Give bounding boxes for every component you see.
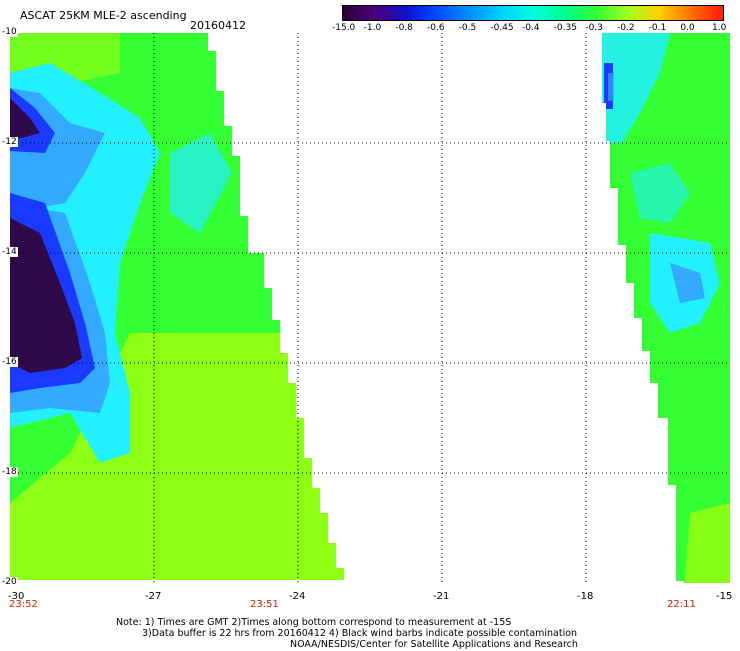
x-axis-label-lon-24: -24 <box>289 591 306 602</box>
colorbar-tick-label: -0.5 <box>458 23 477 33</box>
right-lime-bottom <box>684 503 730 583</box>
colorbar-ticks: -15.0 -1.0 -0.8 -0.6 -0.5 -0.45 -0.4 -0.35 -0.3 -… <box>330 23 736 33</box>
right-lightblue-mid <box>670 263 705 303</box>
colorbar-tick-label: -0.35 <box>553 23 577 33</box>
colorbar-tick-label: -0.8 <box>395 23 413 33</box>
colorbar <box>342 5 724 21</box>
map-date: 20160412 <box>190 19 246 32</box>
right-cyan-patch <box>630 163 690 223</box>
colorbar-tick-label: -0.45 <box>490 23 514 33</box>
pass-time-middle: 23:51 <box>250 599 279 610</box>
x-axis-label-lon-21: -21 <box>433 591 450 602</box>
note-line-3: NOAA/NESDIS/Center for Satellite Applica… <box>290 639 578 650</box>
colorbar-tick-label: -0.6 <box>427 23 445 33</box>
left-dark-core <box>10 218 82 373</box>
x-axis-label-lon-15: -15 <box>716 591 733 602</box>
colorbar-tick-label: -0.3 <box>585 23 603 33</box>
x-axis-label-lon-27: -27 <box>145 591 162 602</box>
colorbar-gradient <box>342 5 724 21</box>
y-axis-label-lat-16: -16 <box>1 357 18 367</box>
colorbar-tick-label: 0.0 <box>680 23 695 33</box>
note-line-1: Note: 1) Times are GMT 2)Times along bot… <box>116 617 512 628</box>
left-dark-top <box>10 98 40 141</box>
colorbar-tick-label: -0.2 <box>617 23 635 33</box>
right-lightblue-streak <box>608 73 614 101</box>
y-axis-label-lat-12: -12 <box>1 137 18 147</box>
y-axis-label-lat-20: -20 <box>1 577 18 587</box>
note-line-2: 3)Data buffer is 22 hrs from 20160412 4)… <box>142 628 578 639</box>
y-axis-label-lat-10: -10 <box>1 27 18 37</box>
colorbar-tick-label: -15.0 <box>332 23 356 33</box>
x-axis-label-lon-30: -30 <box>8 591 25 602</box>
y-axis-label-lat-14: -14 <box>1 247 18 257</box>
map-plot-area <box>10 33 730 583</box>
colorbar-tick-label: -0.4 <box>522 23 540 33</box>
y-axis-label-lat-18: -18 <box>1 467 18 477</box>
colorbar-tick-label: -0.1 <box>648 23 667 33</box>
x-axis-label-lon-18: -18 <box>577 591 594 602</box>
swath-map <box>10 33 730 583</box>
right-cyan-top <box>602 33 670 143</box>
left-lime-zone <box>10 333 344 580</box>
left-cyan-patch <box>170 133 232 233</box>
colorbar-tick-label: 1.0 <box>712 23 727 33</box>
colorbar-tick-label: -1.0 <box>363 23 382 33</box>
pass-time-left: 23:52 <box>9 599 38 610</box>
pass-time-right: 22:11 <box>667 599 696 610</box>
map-title: ASCAT 25KM MLE-2 ascending <box>20 9 187 22</box>
